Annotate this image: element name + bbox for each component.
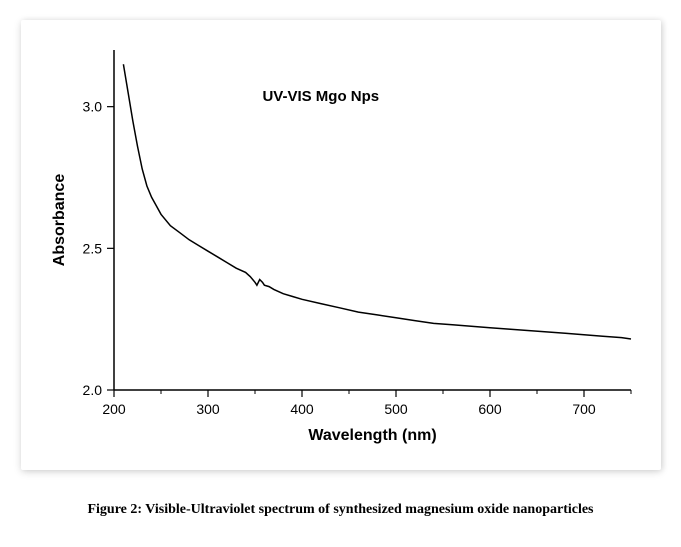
svg-text:Wavelength (nm): Wavelength (nm) [308,427,436,444]
svg-text:300: 300 [196,401,220,417]
svg-text:3.0: 3.0 [82,99,102,115]
svg-text:700: 700 [572,401,596,417]
svg-text:200: 200 [102,401,126,417]
svg-text:UV-VIS Mgo Nps: UV-VIS Mgo Nps [262,88,379,105]
svg-text:400: 400 [290,401,314,417]
chart-inner: 200 300 400 500 600 700 2.0 2.5 3.0 Wavelength (n… [36,30,646,455]
chart-container: 200 300 400 500 600 700 2.0 2.5 3.0 Wavelength (n… [21,20,661,470]
svg-text:Absorbance: Absorbance [51,174,68,267]
svg-text:600: 600 [478,401,502,417]
uv-vis-spectrum-chart: 200 300 400 500 600 700 2.0 2.5 3.0 Wavelength (n… [36,30,646,455]
svg-text:2.5: 2.5 [82,240,102,256]
svg-text:500: 500 [384,401,408,417]
figure-caption: Figure 2: Visible-Ultraviolet spectrum o… [87,502,593,518]
svg-text:2.0: 2.0 [82,382,102,398]
